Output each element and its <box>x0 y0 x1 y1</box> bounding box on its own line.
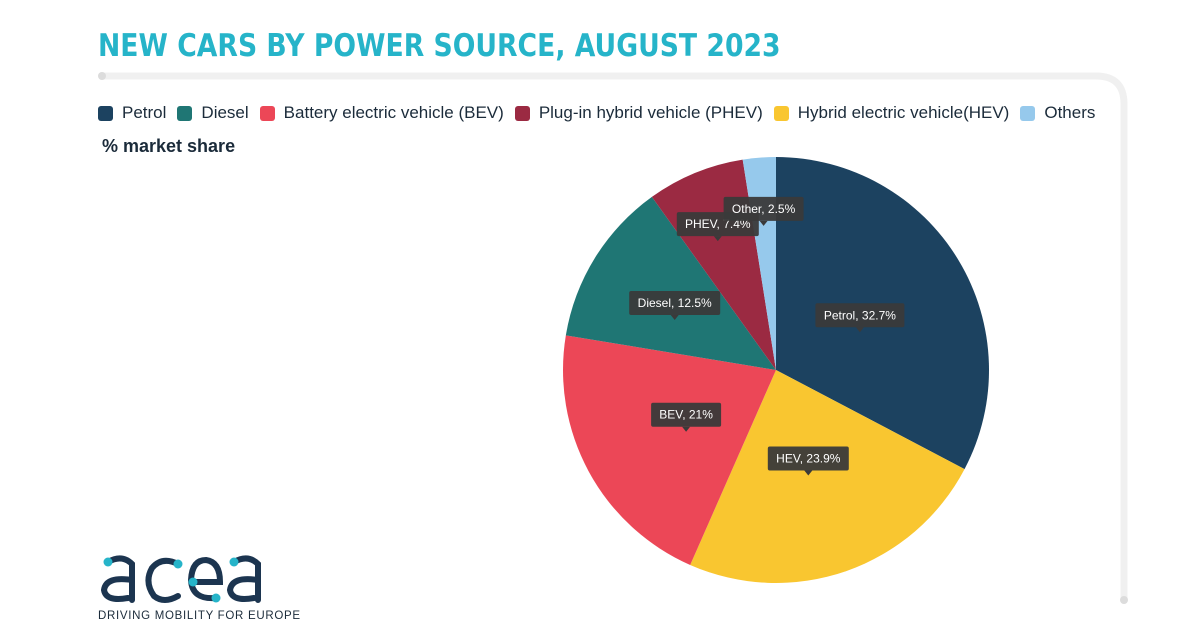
data-label-text: BEV, 21% <box>659 408 713 422</box>
legend-swatch <box>514 105 530 121</box>
data-label-text: Petrol, 32.7% <box>824 308 896 322</box>
data-label-diesel: Diesel, 12.5% <box>629 291 721 320</box>
pie-slice-hev <box>690 370 965 584</box>
data-label-text: HEV, 23.9% <box>776 452 841 466</box>
legend-label: Battery electric vehicle (BEV) <box>283 103 504 122</box>
pie-slice-diesel <box>565 196 776 370</box>
data-label-petrol: Petrol, 32.7% <box>815 303 905 333</box>
legend-swatch <box>1020 105 1036 121</box>
pie-slice-bev <box>563 335 776 565</box>
logo-tagline: DRIVING MOBILITY FOR EUROPE <box>98 610 301 622</box>
legend-item: Battery electric vehicle (BEV) <box>259 103 504 123</box>
legend-swatch <box>177 105 193 121</box>
legend-label: Plug-in hybrid vehicle (PHEV) <box>538 103 763 122</box>
legend-swatch <box>259 105 275 121</box>
legend-swatch <box>773 105 789 121</box>
y-axis-label: % market share <box>102 136 236 156</box>
legend-item: Hybrid electric vehicle(HEV) <box>773 103 1010 123</box>
legend: Petrol Diesel Battery electric vehicle (BE… <box>98 102 1106 124</box>
legend-label: Diesel <box>201 103 249 122</box>
legend-swatch <box>98 105 113 121</box>
legend-label: Others <box>1044 103 1096 122</box>
data-label-bev: BEV, 21% <box>651 402 722 432</box>
legend-label: Hybrid electric vehicle(HEV) <box>797 103 1010 122</box>
legend-label: Petrol <box>122 103 167 122</box>
data-label-text: Other, 2.5% <box>732 202 796 216</box>
data-label-other: Other, 2.5% <box>723 196 804 226</box>
chart-title: NEW CARS BY POWER SOURCE, AUGUST 2023 <box>98 28 781 64</box>
legend-item: Petrol <box>98 103 166 123</box>
legend-item: Others <box>1020 103 1095 123</box>
legend-item: Plug-in hybrid vehicle (PHEV) <box>514 103 763 123</box>
acea-logo <box>100 555 261 603</box>
data-label-hev: HEV, 23.9% <box>767 446 849 476</box>
data-label-text: Diesel, 12.5% <box>638 296 712 310</box>
legend-item: Diesel <box>177 103 249 123</box>
